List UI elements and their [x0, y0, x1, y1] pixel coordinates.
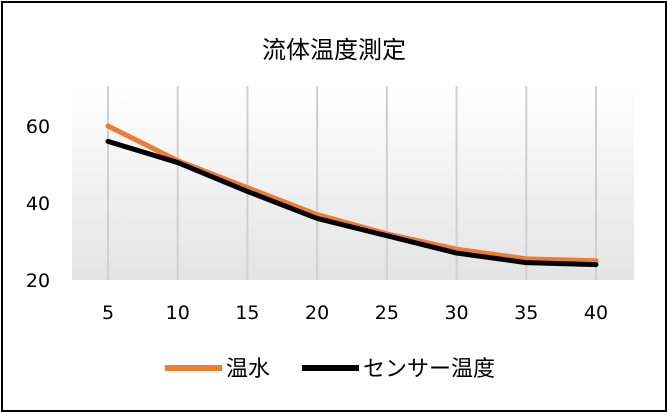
x-tick-label-3: 20: [305, 302, 329, 324]
x-tick-label-7: 40: [584, 302, 608, 324]
x-tick-label-4: 25: [375, 302, 399, 324]
x-axis-tick-labels: 5 10 15 20 25 30 35 40: [102, 302, 608, 324]
series-line-1: [105, 138, 599, 268]
legend-label-sensor-temperature: センサー温度: [363, 357, 495, 382]
legend: 温水 センサー温度: [165, 357, 495, 382]
x-tick-label-5: 30: [444, 302, 468, 324]
legend-label-hot-water: 温水: [226, 357, 270, 382]
y-tick-label-0: 20: [26, 270, 50, 292]
y-axis-tick-labels: 20 40 60: [26, 116, 50, 292]
x-tick-label-6: 35: [514, 302, 538, 324]
series-lines: [105, 123, 599, 268]
y-tick-label-1: 40: [26, 193, 50, 215]
plot-area: [72, 86, 634, 280]
x-tick-label-0: 5: [102, 302, 114, 324]
chart-title: 流体温度測定: [262, 36, 406, 64]
x-tick-label-1: 10: [166, 302, 190, 324]
y-tick-label-2: 60: [26, 116, 50, 138]
x-tick-label-2: 15: [235, 302, 259, 324]
